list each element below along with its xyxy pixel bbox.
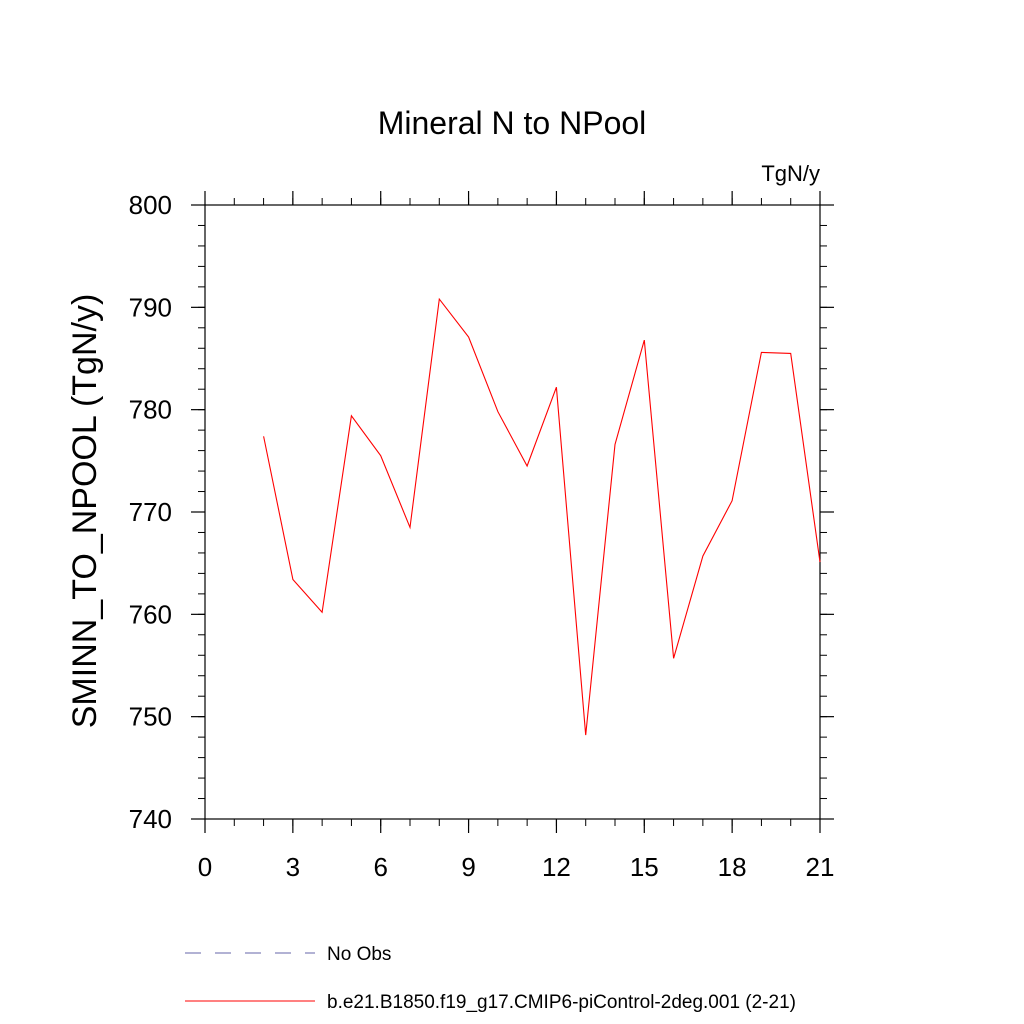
x-tick-label: 9 [461,852,475,882]
legend-label-no-obs: No Obs [327,944,391,965]
legend-label-model: b.e21.B1850.f19_g17.CMIP6-piControl-2deg… [327,992,796,1013]
x-tick-label: 0 [198,852,212,882]
plot-frame [204,204,821,820]
x-tick-label: 21 [806,852,835,882]
y-tick-label: 790 [129,292,172,322]
units-label: TgN/y [761,161,820,186]
y-tick-label: 760 [129,599,172,629]
chart-title: Mineral N to NPool [378,105,647,141]
x-tick-label: 6 [373,852,387,882]
axis-ticks [191,191,834,833]
x-tick-labels: 0 3 6 9 12 15 18 21 [198,852,835,882]
legend: No Obs b.e21.B1850.f19_g17.CMIP6-piContr… [185,944,796,1013]
x-tick-label: 12 [542,852,571,882]
x-tick-label: 18 [718,852,747,882]
series-group [263,297,821,736]
x-tick-label: 3 [286,852,300,882]
x-tick-label: 15 [630,852,659,882]
y-tick-label: 800 [129,190,172,220]
y-axis-label: SMINN_TO_NPOOL (TgN/y) [66,294,104,729]
y-tick-label: 750 [129,702,172,732]
y-tick-label: 780 [129,395,172,425]
y-tick-label: 740 [129,804,172,834]
series-line-0 [263,297,821,736]
y-tick-label: 770 [129,497,172,527]
y-tick-labels: 740 750 760 770 780 790 800 [129,190,172,834]
